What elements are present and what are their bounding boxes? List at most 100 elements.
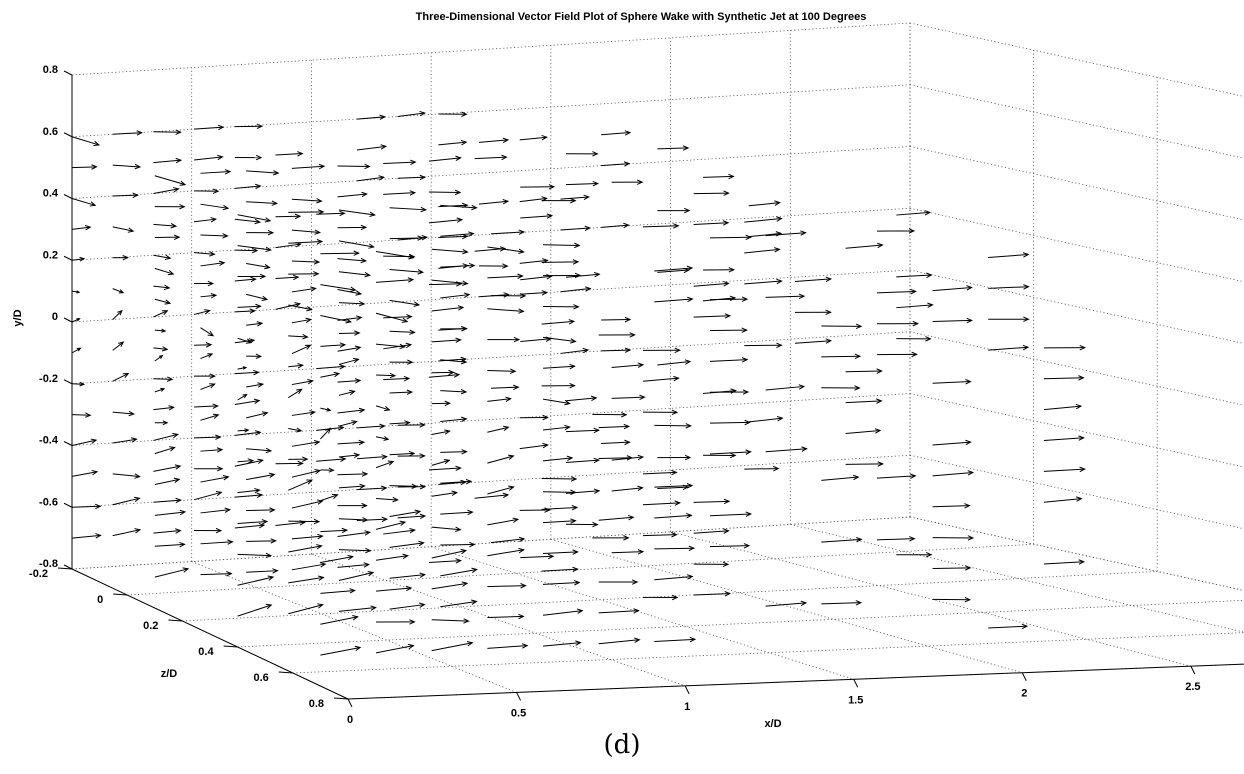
vector-arrowhead	[407, 359, 414, 365]
vector-arrowhead	[776, 216, 783, 222]
vector-arrow	[542, 457, 573, 462]
vector-arrow	[474, 156, 507, 160]
vector-arrowhead	[224, 507, 231, 513]
vector-arrowhead	[352, 615, 359, 621]
vector-arrowhead	[297, 151, 304, 157]
vector-arrowhead	[406, 314, 413, 320]
vector-arrowhead	[671, 594, 679, 601]
vector-arrow	[376, 587, 412, 592]
vector-arrow	[542, 582, 580, 585]
vector-arrow	[519, 259, 548, 264]
vector-arrowhead	[169, 446, 176, 452]
vector-arrowhead	[730, 388, 737, 394]
vector-arrowhead	[776, 342, 783, 348]
vector-arrowhead	[568, 319, 576, 325]
vector-arrowhead	[305, 317, 312, 323]
vector-arrow	[154, 478, 180, 485]
vector-arrowhead	[409, 329, 416, 335]
vector-arrowhead	[319, 562, 327, 568]
vector-arrowhead	[218, 260, 226, 266]
vector-arrow	[200, 509, 230, 514]
vector-arrow	[337, 379, 361, 383]
x-tick-label: 0	[347, 714, 353, 726]
vector-arrowhead	[570, 338, 577, 344]
vector-arrow	[431, 526, 461, 531]
vector-arrowhead	[387, 460, 395, 466]
vector-arrowhead	[317, 209, 325, 215]
vector-arrowhead	[316, 198, 323, 204]
vector-arrowhead	[347, 554, 355, 561]
vector-arrowhead	[209, 383, 216, 389]
vector-arrow	[200, 203, 229, 209]
vector-arrowhead	[1023, 284, 1030, 290]
vector-arrow	[821, 602, 861, 605]
vector-arrow	[375, 436, 389, 440]
vector-arrowhead	[89, 201, 97, 207]
vector-arrow	[112, 226, 134, 232]
vector-arrowhead	[172, 432, 179, 439]
vector-arrowhead	[745, 449, 752, 455]
x-tick	[1021, 672, 1027, 681]
vector-arrow	[200, 383, 215, 390]
vector-arrowhead	[583, 194, 591, 201]
vector-arrow	[112, 497, 140, 506]
grid-line-back-y	[71, 22, 911, 76]
z-tick-label: 0.8	[309, 698, 324, 710]
vector-arrowhead	[215, 490, 223, 497]
vector-arrowhead	[392, 496, 399, 503]
y-axis-label: y/D	[12, 309, 24, 326]
vector-arrow	[154, 175, 186, 186]
x-tick	[347, 698, 353, 708]
vector-arrow	[337, 531, 370, 537]
vector-arrowhead	[267, 575, 275, 581]
vector-arrowhead	[513, 336, 521, 343]
vector-arrow	[709, 545, 749, 548]
y-tick-label: 0.2	[43, 249, 58, 261]
vector-arrowhead	[542, 258, 549, 264]
vector-arrow	[383, 316, 412, 319]
vector-arrow	[519, 136, 547, 141]
vector-arrowhead	[294, 213, 302, 220]
vector-arrow	[71, 166, 97, 169]
vector-arrowhead	[671, 532, 678, 538]
vector-arrow	[71, 347, 81, 354]
vector-arrow	[291, 165, 325, 169]
vector-arrow	[474, 494, 509, 499]
vector-arrowhead	[354, 330, 361, 336]
vector-arrowhead	[128, 410, 136, 417]
vector-arrowhead	[255, 183, 262, 190]
vector-arrow	[896, 274, 932, 278]
vector-arrow	[71, 318, 80, 323]
vector-arrowhead	[502, 199, 510, 205]
vector-arrow	[389, 574, 425, 579]
vector-arrowhead	[674, 347, 681, 354]
vector-arrowhead	[1078, 375, 1085, 381]
vector-arrow	[71, 471, 98, 477]
vector-arrow	[71, 439, 97, 446]
vector-arrowhead	[216, 466, 224, 472]
vector-arrowhead	[207, 330, 215, 337]
vector-arrowhead	[257, 458, 264, 464]
y-tick	[63, 255, 73, 261]
vector-arrowhead	[444, 429, 451, 435]
vector-arrow	[320, 529, 347, 533]
vector-arrowhead	[965, 379, 972, 385]
vector-arrowhead	[212, 403, 219, 409]
vector-arrow	[642, 534, 677, 537]
vector-arrowhead	[419, 453, 426, 459]
vector-arrowhead	[160, 387, 166, 392]
vector-arrowhead	[268, 472, 276, 478]
vector-arrowhead	[265, 603, 273, 610]
vector-arrowhead	[209, 251, 216, 257]
z-tick	[223, 645, 238, 648]
vector-arrowhead	[671, 409, 679, 416]
vector-arrow	[356, 518, 387, 521]
vector-arrowhead	[380, 485, 388, 491]
vector-arrow	[288, 576, 324, 584]
vector-arrow	[338, 271, 370, 276]
vector-arrowhead	[674, 500, 682, 506]
vector-arrowhead	[541, 290, 549, 296]
vector-arrow	[383, 161, 416, 165]
vector-arrow	[153, 254, 171, 259]
grid-line-floor-x	[431, 546, 854, 680]
